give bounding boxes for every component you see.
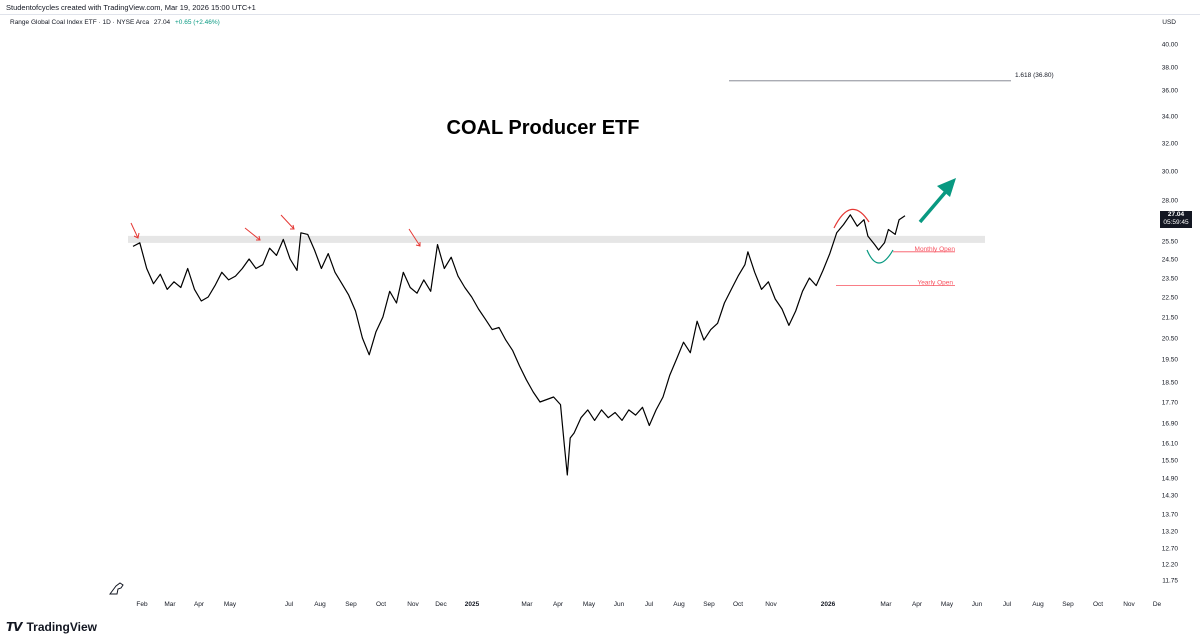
x-tick-label: Nov (1123, 601, 1135, 608)
last-price-tag: 27.04 05:59:45 (1160, 211, 1192, 228)
x-tick-label: Aug (314, 601, 326, 608)
y-tick-label: 14.30 (1162, 493, 1179, 500)
x-tick-label: Apr (912, 601, 923, 608)
price-tag-countdown: 05:59:45 (1163, 219, 1189, 226)
resistance-zone (128, 235, 985, 243)
chart-title: COAL Producer ETF (447, 117, 640, 139)
y-tick-label: 18.50 (1162, 380, 1179, 387)
x-tick-label: Sep (1062, 601, 1074, 608)
x-tick-label: Dec (435, 601, 447, 608)
x-tick-label: Nov (765, 601, 777, 608)
x-tick-label: Feb (136, 601, 148, 608)
x-tick-label: Nov (407, 601, 419, 608)
symbol-legend[interactable]: Range Global Coal Index ETF · 1D · NYSE … (10, 19, 223, 26)
author-line: Studentofcycles created with TradingView… (6, 3, 256, 12)
level-label: Yearly Open (917, 280, 953, 287)
y-tick-label: 13.70 (1162, 512, 1179, 519)
y-tick-label: 36.00 (1162, 88, 1179, 95)
x-tick-label: 2026 (821, 601, 836, 608)
x-tick-label: Oct (376, 601, 386, 608)
price-change: +0.65 (+2.46%) (175, 19, 220, 26)
y-tick-label: 19.50 (1162, 357, 1179, 364)
y-tick-label: 28.00 (1162, 198, 1179, 205)
x-tick-label: May (941, 601, 954, 608)
top-arrow (408, 228, 421, 247)
level-label: Monthly Open (915, 246, 956, 253)
bottom-arc (866, 249, 894, 264)
footer-brand[interactable]: 𝙏𝙑 TradingView (6, 620, 97, 634)
header-divider (0, 14, 1200, 15)
x-tick-label: Jun (614, 601, 625, 608)
price-line (132, 214, 906, 476)
y-tick-label: 16.90 (1162, 421, 1179, 428)
x-tick-label: Mar (880, 601, 892, 608)
x-tick-label: May (583, 601, 596, 608)
x-tick-label: Oct (733, 601, 743, 608)
y-tick-label: 30.00 (1162, 169, 1179, 176)
x-tick-label: Aug (1032, 601, 1044, 608)
x-tick-label: Jun (972, 601, 983, 608)
tradingview-logo-icon: 𝙏𝙑 (6, 620, 23, 634)
x-tick-label: Jul (645, 601, 654, 608)
x-tick-label: Apr (194, 601, 205, 608)
top-arrow (244, 227, 261, 241)
y-tick-label: 16.10 (1162, 441, 1179, 448)
y-tick-label: 24.50 (1162, 257, 1179, 264)
y-tick-label: 17.70 (1162, 400, 1179, 407)
symbol-name: Range Global Coal Index ETF · 1D · NYSE … (10, 19, 150, 26)
x-tick-label: De (1153, 601, 1162, 608)
x-axis: Feb Mar Apr May Jul Aug Sep Oct Nov Dec 2025 Mar Apr… (136, 601, 1161, 608)
y-tick-label: 32.00 (1162, 141, 1179, 148)
y-tick-label: 14.90 (1162, 476, 1179, 483)
top-arrow (280, 214, 295, 230)
x-tick-label: Jul (285, 601, 294, 608)
y-tick-label: 15.50 (1162, 458, 1179, 465)
currency-label[interactable]: USD (1162, 19, 1176, 26)
x-tick-label: Sep (703, 601, 715, 608)
y-tick-label: 12.70 (1162, 546, 1179, 553)
levels: 1.618 (36.80) Monthly Open Yearly Open (729, 72, 1054, 287)
brand-name: TradingView (26, 620, 97, 634)
x-tick-label: May (224, 601, 237, 608)
x-tick-label: Aug (673, 601, 685, 608)
x-tick-label: 2025 (465, 601, 480, 608)
y-tick-label: 23.50 (1162, 276, 1179, 283)
x-tick-label: Mar (164, 601, 176, 608)
x-tick-label: Mar (521, 601, 533, 608)
y-tick-label: 25.50 (1162, 239, 1179, 246)
x-tick-label: Apr (553, 601, 564, 608)
last-price: 27.04 (153, 19, 171, 26)
y-axis: 40.00 38.00 36.00 34.00 32.00 30.00 28.00 25.50… (1162, 42, 1179, 585)
x-tick-label: Sep (345, 601, 357, 608)
level-label: 1.618 (36.80) (1015, 72, 1054, 79)
trend-arrow (918, 178, 956, 224)
price-tag-value: 27.04 (1167, 211, 1185, 218)
x-tick-label: Jul (1003, 601, 1012, 608)
y-tick-label: 40.00 (1162, 42, 1179, 49)
y-tick-label: 20.50 (1162, 336, 1179, 343)
top-arrow (130, 222, 140, 239)
y-tick-label: 38.00 (1162, 65, 1179, 72)
y-tick-label: 12.20 (1162, 562, 1179, 569)
y-tick-label: 34.00 (1162, 114, 1179, 121)
x-tick-label: Oct (1093, 601, 1103, 608)
y-tick-label: 22.50 (1162, 295, 1179, 302)
y-tick-label: 13.20 (1162, 529, 1179, 536)
top-arc (833, 208, 870, 229)
y-tick-label: 11.75 (1162, 578, 1178, 585)
y-tick-label: 21.50 (1162, 315, 1179, 322)
dino-icon (109, 582, 124, 595)
